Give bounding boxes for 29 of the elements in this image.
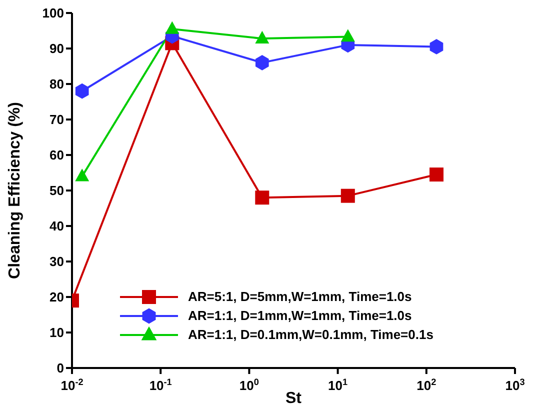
x-tick-label: 10$^{1}$	[328, 377, 348, 393]
y-tick-label: 20	[50, 290, 64, 305]
y-tick-label: 60	[50, 148, 64, 163]
y-tick-label: 90	[50, 41, 64, 56]
y-tick-label: 30	[50, 254, 64, 270]
legend-label: AR=1:1, D=0.1mm,W=0.1mm, Time=0.1s	[188, 327, 434, 342]
y-tick-label: 100	[42, 6, 64, 21]
point	[75, 168, 90, 182]
x-tick-label: 10$^{2}$	[416, 377, 436, 393]
x-tick-label: 10$^{0}$	[239, 377, 259, 393]
y-tick-label: 70	[50, 112, 64, 128]
x-tick-label: 10$^{-1}$	[149, 377, 172, 393]
legend-label: AR=5:1, D=5mm,W=1mm, Time=1.0s	[188, 289, 412, 304]
point	[75, 83, 89, 99]
y-tick-label: 50	[50, 183, 64, 198]
y-tick-label: 80	[50, 76, 64, 92]
x-tick-label: 10$^{3}$	[505, 377, 525, 393]
y-tick-label: 40	[50, 218, 64, 234]
point	[429, 168, 444, 182]
y-tick-label: 0	[56, 360, 64, 376]
point	[340, 188, 355, 203]
point	[165, 21, 180, 34]
point	[430, 39, 444, 54]
y-tick-label: 10	[50, 325, 64, 340]
y-axis-title: Cleaning Efficiency (%)	[6, 102, 24, 279]
x-tick-label: 10$^{-2}$	[60, 377, 84, 393]
x-axis-title: St	[286, 390, 302, 406]
point	[340, 29, 355, 42]
legend-label: AR=1:1, D=1mm,W=1mm, Time=1.0s	[188, 308, 412, 323]
